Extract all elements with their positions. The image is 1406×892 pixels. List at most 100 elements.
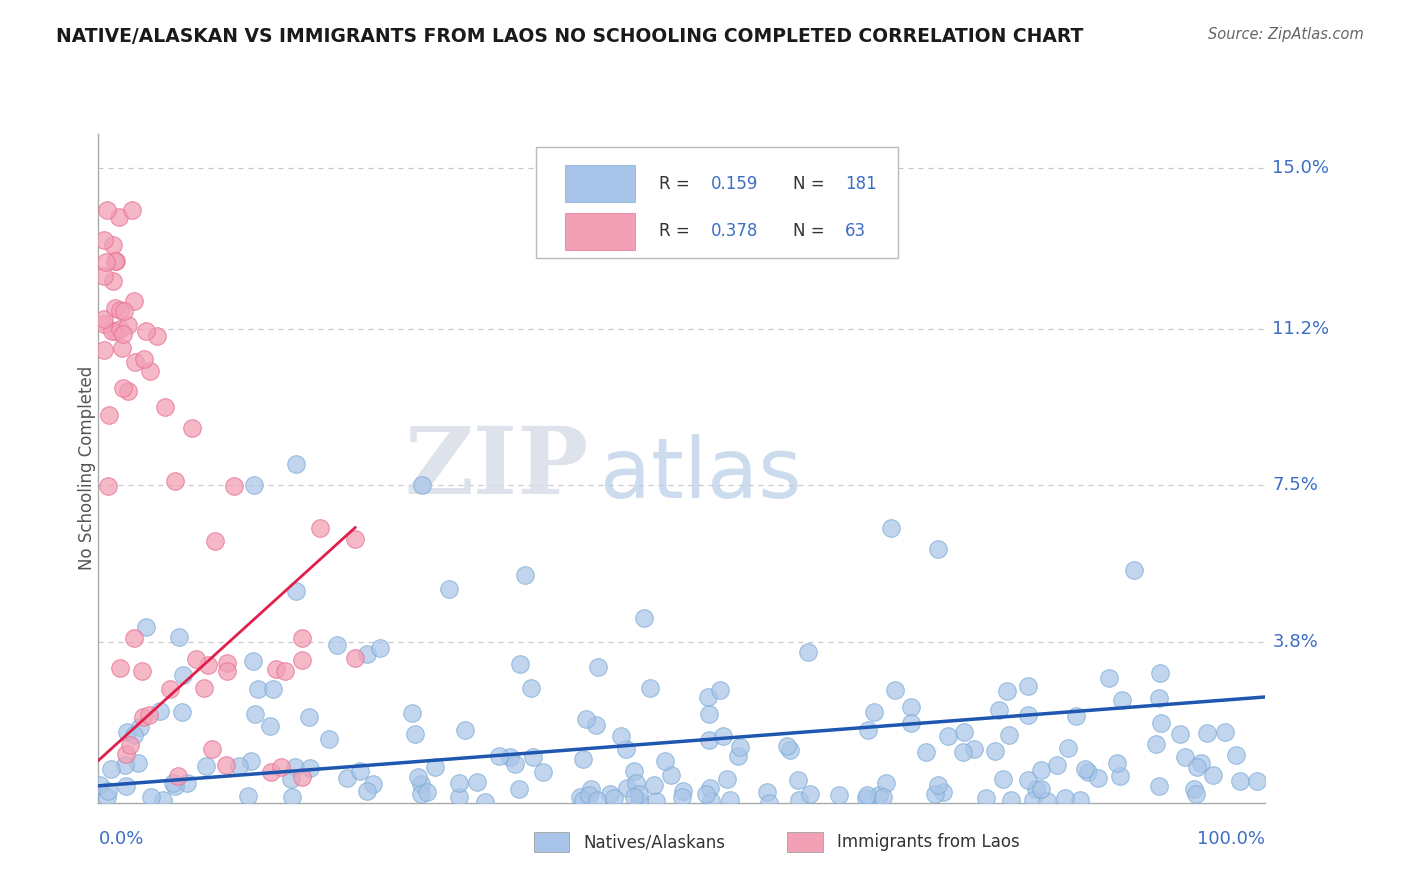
Point (1077, 764, 1099, 779)
Point (291, 770, 314, 784)
Point (1149, 691, 1171, 706)
Text: N =: N = (793, 175, 830, 193)
Point (1098, 671, 1121, 685)
Text: 0.0%: 0.0% (98, 830, 143, 847)
Point (987, 703, 1010, 717)
Point (370, 640, 392, 655)
Point (115, 779, 138, 793)
Point (1021, 793, 1043, 807)
Point (423, 760, 446, 774)
Point (697, 706, 720, 721)
Point (531, 765, 554, 780)
Point (624, 775, 647, 789)
Point (1187, 760, 1209, 774)
Text: Source: ZipAtlas.com: Source: ZipAtlas.com (1208, 27, 1364, 42)
Point (638, 681, 661, 695)
Point (787, 792, 810, 806)
Point (1168, 727, 1191, 741)
Point (112, 304, 135, 318)
Point (108, 210, 131, 224)
Point (101, 274, 124, 288)
Point (97, 479, 120, 493)
Point (447, 775, 470, 789)
Point (931, 785, 953, 799)
Point (711, 729, 734, 743)
Point (247, 681, 270, 696)
Point (93, 312, 115, 326)
Point (408, 770, 430, 784)
Point (1202, 768, 1225, 782)
Point (128, 720, 150, 734)
Point (586, 660, 609, 674)
Point (499, 749, 522, 764)
Point (1111, 692, 1133, 706)
Point (1149, 665, 1171, 680)
Point (863, 705, 886, 719)
Point (117, 725, 139, 739)
Point (111, 326, 134, 341)
Point (138, 364, 160, 378)
Point (97, 408, 120, 422)
Point (602, 790, 624, 805)
Point (1189, 756, 1212, 770)
Point (1054, 791, 1077, 805)
Point (186, 652, 208, 666)
Point (243, 478, 266, 492)
Text: 3.8%: 3.8% (1272, 633, 1319, 651)
Point (284, 584, 307, 599)
Point (1185, 787, 1208, 801)
Point (93, 343, 115, 358)
Point (122, 631, 145, 645)
Point (727, 748, 749, 763)
Point (96, 202, 118, 217)
Point (799, 787, 821, 801)
Point (699, 780, 721, 795)
Point (963, 741, 986, 756)
Text: Natives/Alaskans: Natives/Alaskans (583, 833, 725, 851)
Point (728, 740, 751, 755)
Bar (565, 165, 636, 202)
Point (643, 778, 665, 792)
Point (104, 301, 127, 315)
Point (995, 684, 1018, 698)
Point (515, 568, 537, 582)
Point (1105, 756, 1128, 770)
Point (575, 712, 598, 726)
Point (1246, 774, 1268, 789)
Point (110, 341, 132, 355)
Text: 0.159: 0.159 (711, 175, 758, 193)
Point (488, 749, 510, 764)
Point (872, 789, 894, 804)
Point (356, 647, 378, 661)
Point (1036, 793, 1059, 807)
Point (716, 772, 738, 786)
Point (900, 715, 922, 730)
Point (952, 745, 974, 759)
Point (242, 654, 264, 668)
Point (508, 782, 530, 797)
Text: 0.378: 0.378 (711, 222, 758, 241)
Point (274, 665, 297, 679)
Point (114, 747, 136, 762)
Point (344, 651, 367, 665)
Text: ZIP: ZIP (405, 424, 589, 513)
Point (152, 793, 174, 807)
Text: 181: 181 (845, 175, 877, 193)
Text: R =: R = (658, 222, 695, 241)
Point (1074, 762, 1097, 776)
Text: atlas: atlas (600, 434, 801, 516)
Point (623, 764, 645, 779)
Point (1017, 772, 1039, 787)
Point (285, 457, 308, 471)
Point (111, 381, 134, 395)
Point (117, 384, 139, 398)
FancyBboxPatch shape (536, 147, 898, 258)
Point (259, 719, 281, 733)
Point (1174, 749, 1197, 764)
Point (509, 657, 531, 671)
Point (927, 778, 949, 792)
Point (159, 682, 181, 697)
Point (153, 400, 176, 414)
Point (465, 775, 488, 789)
Point (176, 776, 198, 790)
